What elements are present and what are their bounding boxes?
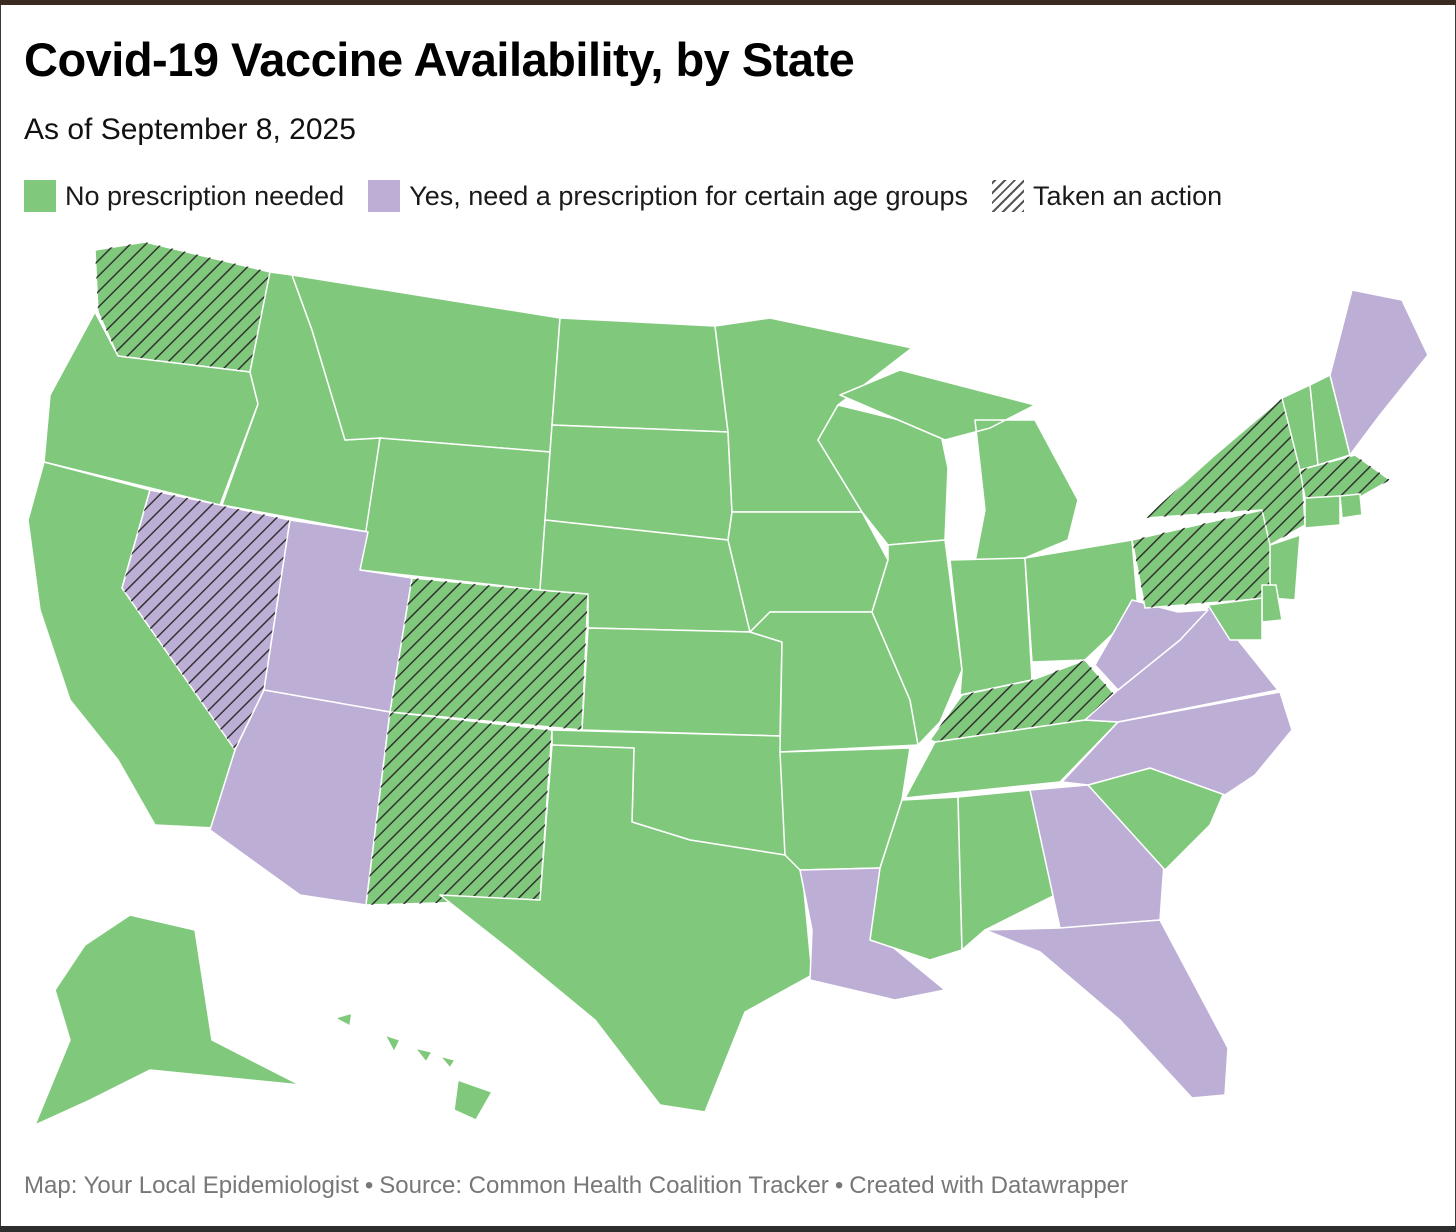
- state-in: [949, 557, 1033, 696]
- state-il: [871, 539, 963, 746]
- state-or: [43, 311, 259, 506]
- state-ma-action-hatch: [1300, 455, 1390, 500]
- state-nc: [1061, 691, 1293, 796]
- state-mi: [839, 369, 1079, 563]
- window-bottom-strip: [0, 1226, 1456, 1232]
- state-ct: [1304, 495, 1341, 529]
- chart-title: Covid-19 Vaccine Availability, by State: [24, 33, 855, 86]
- chart-subtitle: As of September 8, 2025: [24, 113, 356, 146]
- state-me: [1329, 289, 1429, 456]
- state-co-action-hatch: [390, 578, 588, 730]
- legend-label-taken-action: Taken an action: [1033, 180, 1223, 211]
- state-al: [957, 789, 1056, 951]
- state-wv: [1094, 599, 1209, 691]
- footer-map-credit: Map: Your Local Epidemiologist: [24, 1172, 359, 1199]
- legend-item-taken-action: Taken an action: [992, 180, 1222, 212]
- state-fl: [984, 919, 1229, 1099]
- footer-credits: Map: Your Local Epidemiologist • Source: C…: [24, 1172, 1128, 1200]
- state-hi: [334, 1012, 493, 1121]
- state-tx: [439, 744, 813, 1113]
- state-ga: [1029, 784, 1166, 929]
- state-nd: [551, 317, 729, 433]
- frame-left-edge: [0, 5, 1, 1232]
- footer-tool-credit: Created with Datawrapper: [849, 1172, 1129, 1199]
- state-md: [1207, 597, 1263, 641]
- legend-swatch-purple: [368, 180, 401, 212]
- legend-label-no-prescription: No prescription needed: [65, 180, 345, 211]
- legend-item-prescription: Yes, need a prescription for certain age…: [368, 180, 968, 212]
- footer-source: Source: Common Health Coalition Tracker: [379, 1172, 829, 1199]
- legend-label-prescription: Yes, need a prescription for certain age…: [409, 180, 969, 211]
- state-ky-action-hatch: [930, 660, 1115, 742]
- state-wi: [817, 404, 949, 546]
- state-nm-action-hatch: [366, 712, 552, 905]
- state-ak: [34, 914, 301, 1126]
- footer-separator: •: [364, 1172, 374, 1199]
- footer-separator: •: [834, 1172, 844, 1199]
- state-ks: [581, 627, 783, 737]
- us-state-map: [27, 241, 1429, 1126]
- state-ny-action-hatch: [1145, 398, 1305, 545]
- legend-item-no-prescription: No prescription needed: [24, 180, 344, 212]
- state-wy: [359, 437, 551, 591]
- state-ri: [1339, 493, 1363, 519]
- state-nj: [1269, 534, 1301, 601]
- state-wa-action-hatch: [95, 242, 270, 372]
- state-nv-action-hatch: [122, 490, 290, 750]
- state-pa-action-hatch: [1132, 510, 1285, 608]
- window-top-bar: [0, 0, 1456, 5]
- legend: No prescription needed Yes, need a presc…: [24, 178, 1246, 214]
- legend-swatch-hatch: [992, 180, 1025, 212]
- legend-swatch-green: [24, 180, 56, 212]
